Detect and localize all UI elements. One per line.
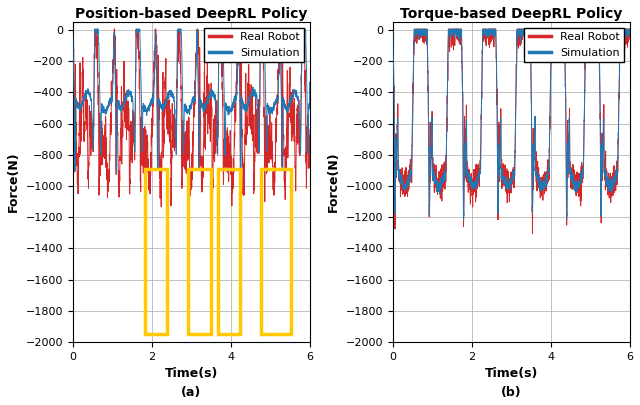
Real Robot: [74, 171, 82, 175]
Simulation: [626, 30, 634, 35]
Real Robot: [157, 204, 165, 209]
Real Robot: [410, 27, 418, 32]
Real Robot: [477, 134, 484, 139]
Simulation: [411, 27, 419, 32]
Simulation: [394, 153, 402, 158]
Real Robot: [402, 165, 410, 170]
Simulation: [211, 98, 219, 103]
Real Robot: [157, 167, 164, 172]
Line: Real Robot: Real Robot: [73, 29, 310, 207]
Real Robot: [90, 81, 98, 86]
X-axis label: Time(s): Time(s): [164, 367, 218, 380]
Real Robot: [626, 27, 634, 32]
Simulation: [477, 131, 484, 136]
Real Robot: [529, 231, 536, 236]
Y-axis label: Force(N): Force(N): [7, 152, 20, 212]
Simulation: [531, 143, 539, 148]
Text: (b): (b): [501, 386, 522, 399]
Line: Real Robot: Real Robot: [393, 29, 630, 234]
Simulation: [460, 217, 467, 222]
Simulation: [306, 80, 314, 85]
Simulation: [402, 181, 410, 186]
Real Robot: [211, 136, 219, 141]
Title: Torque-based DeepRL Policy: Torque-based DeepRL Policy: [400, 7, 622, 21]
Simulation: [82, 90, 90, 95]
Text: (a): (a): [181, 386, 201, 399]
Simulation: [264, 105, 272, 110]
Real Robot: [82, 102, 90, 107]
Real Robot: [410, 52, 418, 57]
Simulation: [74, 105, 82, 110]
Simulation: [410, 43, 418, 47]
Legend: Real Robot, Simulation: Real Robot, Simulation: [524, 28, 624, 62]
Bar: [261, 169, 291, 334]
X-axis label: Time(s): Time(s): [484, 367, 538, 380]
Real Robot: [306, 134, 314, 139]
Y-axis label: Force(N): Force(N): [327, 152, 340, 212]
Bar: [188, 169, 211, 334]
Simulation: [584, 29, 592, 34]
Real Robot: [389, 35, 397, 40]
Real Robot: [69, 27, 77, 32]
Bar: [145, 169, 168, 334]
Real Robot: [531, 142, 539, 147]
Line: Simulation: Simulation: [73, 29, 310, 173]
Real Robot: [264, 154, 272, 159]
Simulation: [389, 28, 397, 33]
Real Robot: [394, 167, 402, 172]
Simulation: [157, 106, 164, 111]
Simulation: [90, 117, 98, 122]
Bar: [218, 169, 240, 334]
Real Robot: [584, 28, 592, 32]
Title: Position-based DeepRL Policy: Position-based DeepRL Policy: [75, 7, 307, 21]
Real Robot: [69, 27, 77, 32]
Simulation: [92, 27, 99, 32]
Line: Simulation: Simulation: [393, 29, 630, 220]
Simulation: [113, 171, 120, 176]
Simulation: [69, 31, 77, 36]
Legend: Real Robot, Simulation: Real Robot, Simulation: [204, 28, 304, 62]
